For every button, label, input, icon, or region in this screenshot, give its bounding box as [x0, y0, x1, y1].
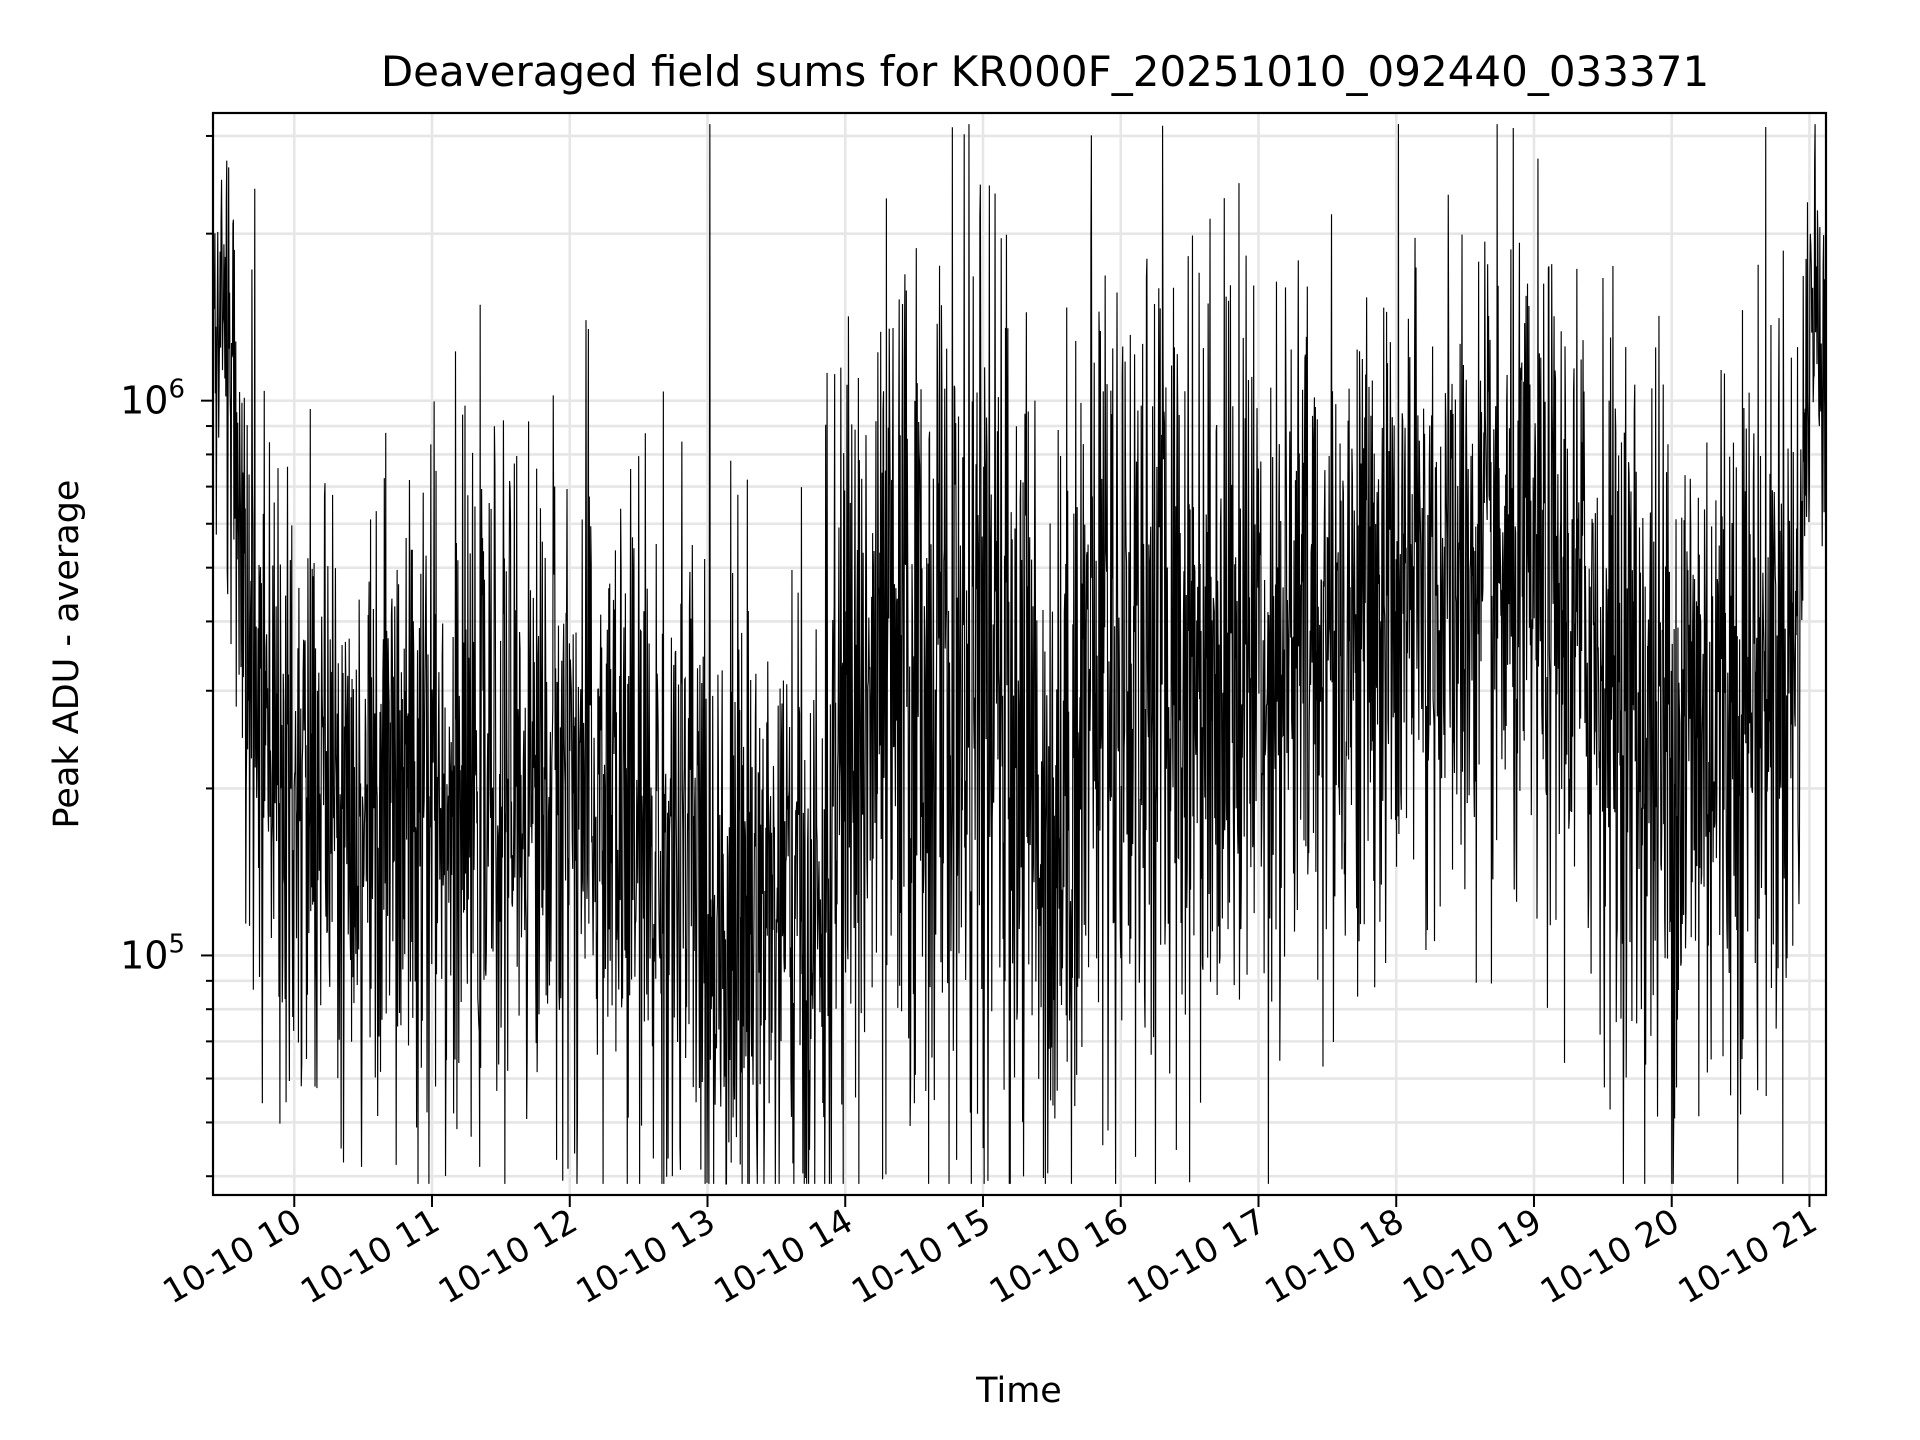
plot-frame [211, 111, 1828, 1197]
x-axis-label: Time [975, 1371, 1062, 1411]
y-axis: 105 106 [120, 134, 213, 1178]
series-layer [212, 124, 1827, 1185]
chart-title: Deaveraged field sums for KR000F_2025101… [381, 47, 1709, 96]
y-axis-label: Peak ADU - average [47, 480, 87, 829]
series-line [212, 124, 1827, 1185]
y-tick-label: 105 [120, 929, 185, 977]
y-tick-label: 106 [120, 375, 185, 423]
